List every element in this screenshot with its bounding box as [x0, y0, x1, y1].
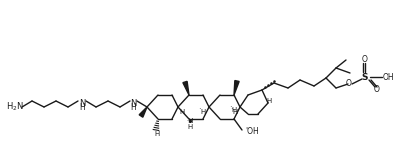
- Text: O: O: [374, 86, 380, 94]
- Text: O: O: [362, 55, 368, 65]
- Text: 'OH: 'OH: [245, 126, 259, 135]
- Text: ̇H: ̇H: [232, 107, 238, 113]
- Text: S: S: [362, 73, 368, 81]
- Text: ·H: ·H: [186, 118, 194, 124]
- Text: H: H: [187, 124, 193, 130]
- Text: H: H: [154, 131, 160, 137]
- Text: ̇H: ̇H: [180, 109, 186, 115]
- Text: OH: OH: [383, 73, 395, 81]
- Text: ̇H: ̇H: [233, 109, 239, 115]
- Polygon shape: [183, 81, 189, 95]
- Text: N: N: [130, 99, 136, 107]
- Text: N: N: [79, 99, 85, 107]
- Text: H: H: [79, 104, 85, 113]
- Text: O: O: [346, 80, 352, 88]
- Text: H$_2$N: H$_2$N: [6, 101, 24, 113]
- Polygon shape: [139, 107, 147, 117]
- Text: ̇H: ̇H: [201, 109, 207, 115]
- Text: H: H: [266, 98, 271, 104]
- Polygon shape: [234, 81, 239, 95]
- Text: H: H: [130, 104, 136, 113]
